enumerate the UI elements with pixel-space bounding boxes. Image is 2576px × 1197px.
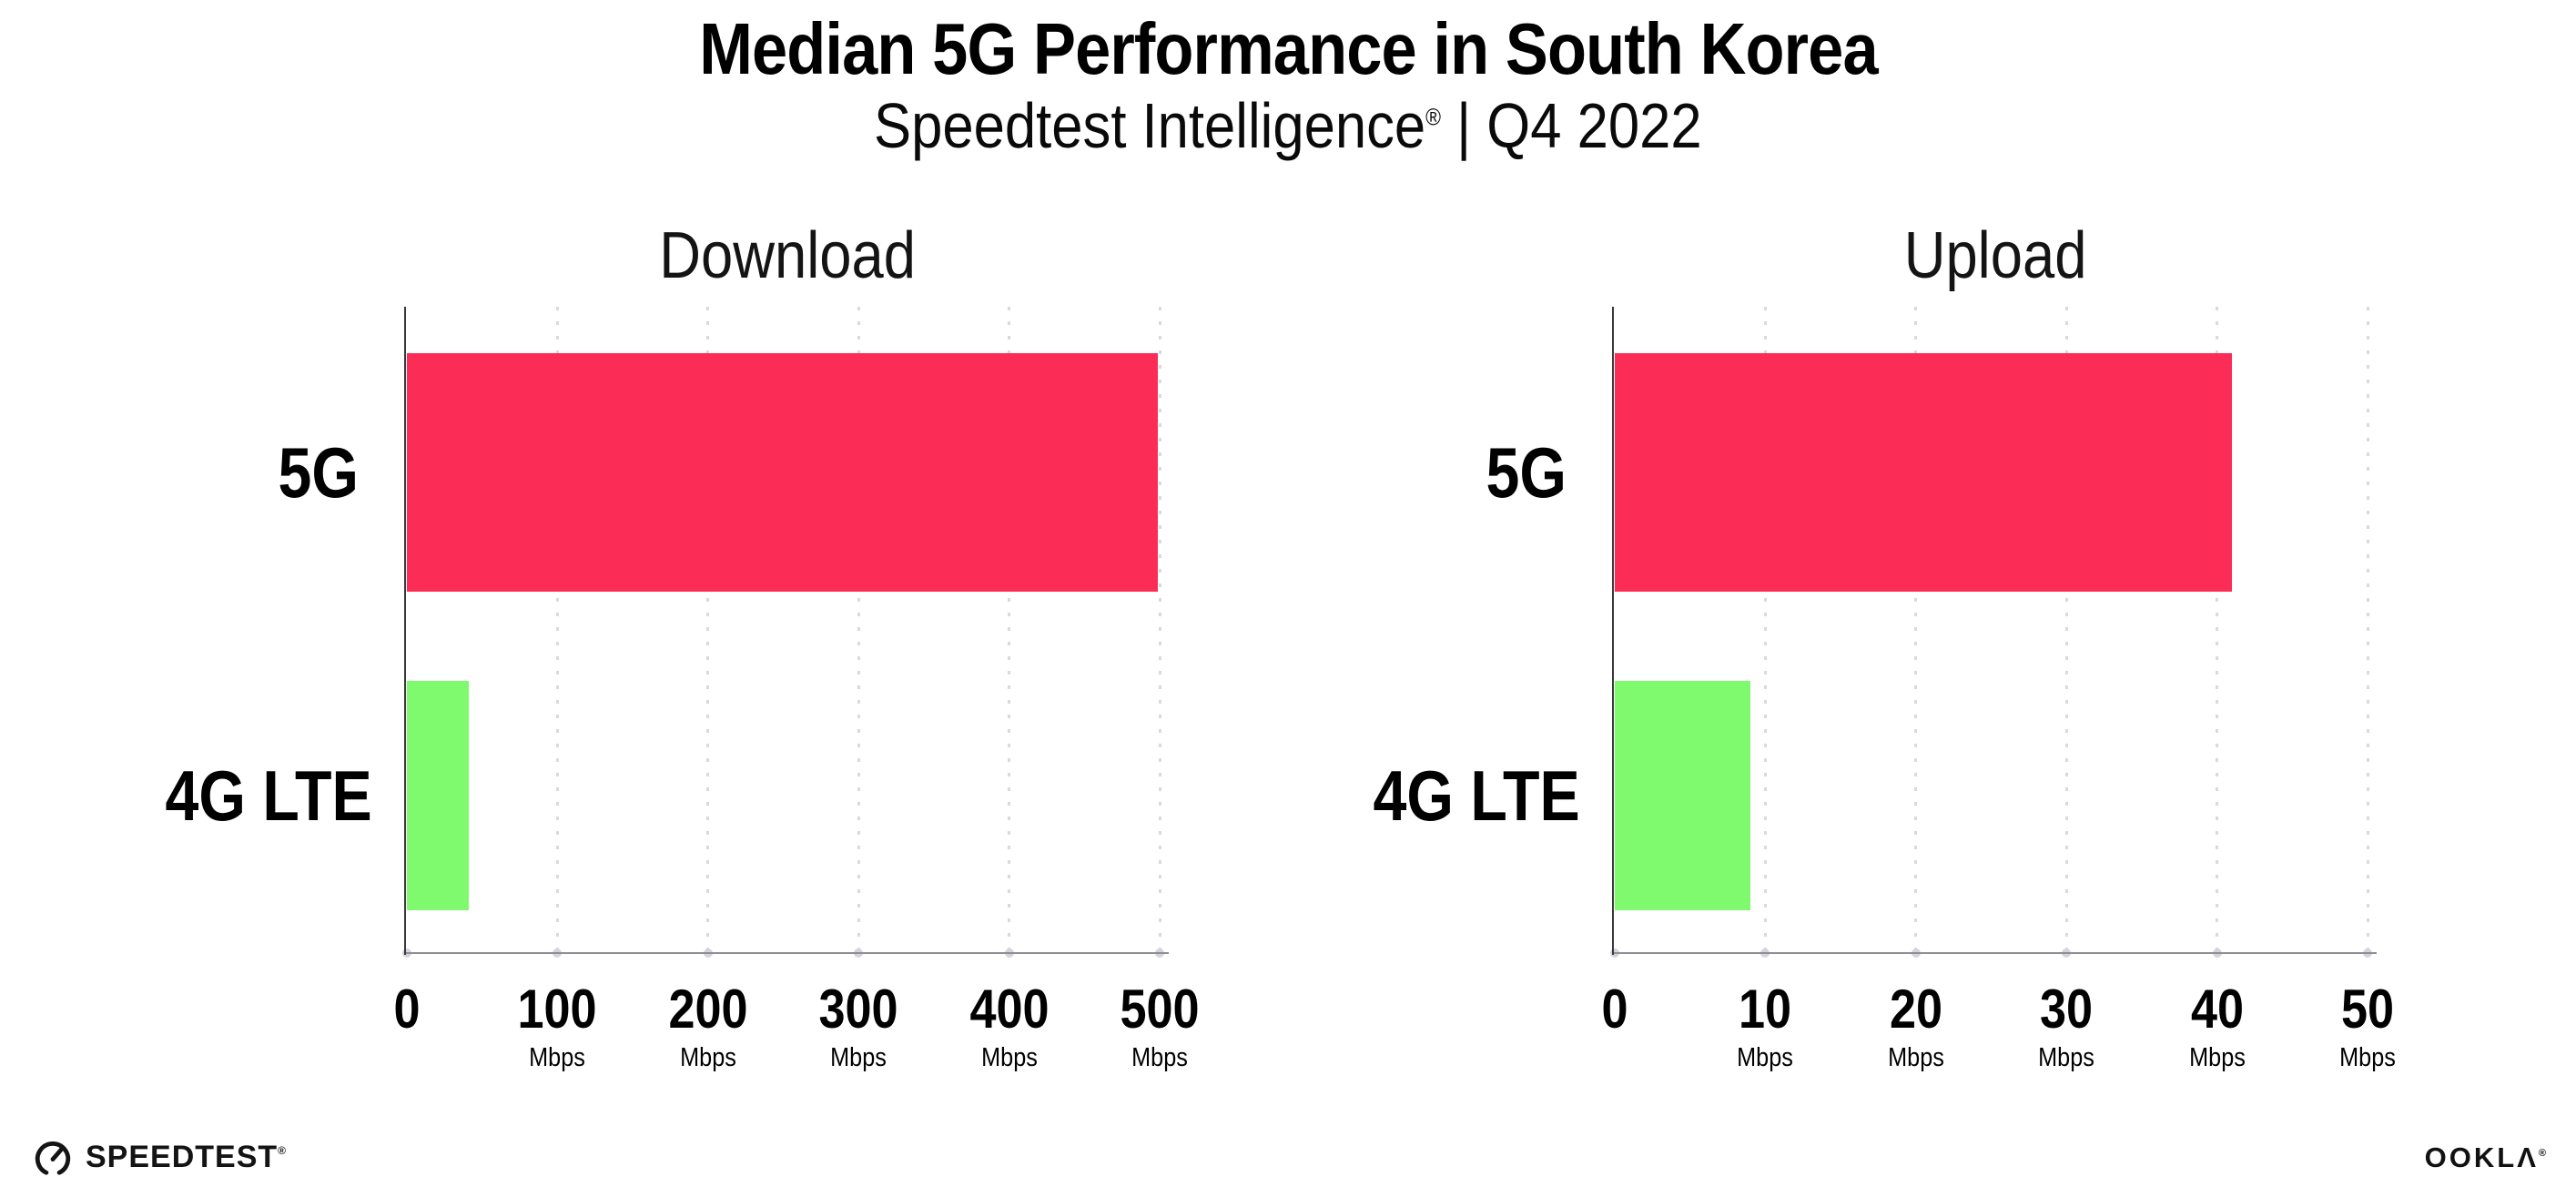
bar-5g	[1615, 353, 2232, 592]
gridline-200	[706, 307, 710, 952]
download-plot-area: 0 100 Mbps 200 Mbps 300 Mbps 400 Mbps 500 Mbps 5G 4G…	[166, 307, 1200, 1071]
upload-chart: Upload 0 10 Mbps 20 Mbps 30 Mbps 40 Mbps 50 Mbps 5G…	[1374, 219, 2396, 1071]
gridline-500	[1158, 307, 1161, 952]
y-axis-line	[1612, 307, 1614, 955]
speedtest-registered-mark: ®	[278, 1143, 288, 1157]
x-tick-value-10: 10	[1739, 979, 1792, 1040]
gridline-300	[857, 307, 860, 952]
x-tick-10: 10 Mbps	[1694, 979, 1837, 1072]
upload-plot-area: 0 10 Mbps 20 Mbps 30 Mbps 40 Mbps 50 Mbps 5G 4G LTE	[1374, 307, 2396, 1071]
gridline-100	[555, 307, 559, 952]
bar-4g-lte	[1615, 681, 1750, 910]
subtitle-period: | Q4 2022	[1441, 90, 1702, 161]
x-tick-unit-40: Mbps	[2188, 1043, 2246, 1072]
page-subtitle: Speedtest Intelligence® | Q4 2022	[0, 91, 2576, 161]
x-tick-unit-30: Mbps	[2038, 1043, 2095, 1072]
x-tick-unit-100: Mbps	[529, 1043, 586, 1072]
x-axis-line	[1612, 952, 2377, 954]
x-tick-50: 50 Mbps	[2297, 979, 2439, 1072]
registered-mark-icon: ®	[1425, 103, 1442, 131]
x-tick-unit-10: Mbps	[1737, 1043, 1794, 1072]
y-axis-line	[404, 307, 406, 955]
x-tick-unit-200: Mbps	[679, 1043, 736, 1072]
download-chart-title: Download	[659, 219, 917, 292]
subtitle-brand: Speedtest Intelligence	[874, 90, 1426, 161]
x-tick-20: 20 Mbps	[1844, 979, 1987, 1072]
speedtest-gauge-icon	[35, 1141, 71, 1175]
x-tick-value-400: 400	[969, 979, 1050, 1040]
page-title-text: Median 5G Performance in South Korea	[698, 8, 1878, 89]
x-tick-unit-400: Mbps	[980, 1043, 1038, 1072]
x-tick-400: 400 Mbps	[938, 979, 1080, 1072]
x-tick-0: 0	[1544, 980, 1687, 1039]
x-tick-30: 30 Mbps	[1995, 979, 2138, 1072]
x-tick-value-0: 0	[393, 979, 421, 1040]
page-subtitle-text: Speedtest Intelligence® | Q4 2022	[874, 91, 1702, 161]
x-tick-300: 300 Mbps	[787, 979, 930, 1072]
ookla-wordmark: OOKLΛ	[2424, 1141, 2539, 1173]
x-tick-value-200: 200	[668, 979, 748, 1040]
gridline-20	[1914, 307, 1918, 952]
x-tick-value-40: 40	[2190, 979, 2244, 1040]
category-label-4g-lte: 4G LTE	[1373, 756, 1580, 836]
x-tick-unit-500: Mbps	[1131, 1043, 1188, 1072]
x-tick-value-100: 100	[517, 979, 597, 1040]
ookla-registered-mark: ®	[2538, 1148, 2546, 1159]
bar-5g	[407, 353, 1158, 592]
ookla-logo: OOKLΛ®	[2425, 1141, 2546, 1174]
x-tick-unit-20: Mbps	[1887, 1043, 1944, 1072]
category-label-5g: 5G	[1486, 432, 1567, 512]
x-tick-value-0: 0	[1601, 979, 1628, 1040]
gridline-400	[1008, 307, 1011, 952]
x-tick-500: 500 Mbps	[1089, 979, 1232, 1072]
bar-4g-lte	[407, 681, 469, 910]
gridline-40	[2216, 307, 2219, 952]
x-tick-value-30: 30	[2040, 979, 2094, 1040]
x-tick-value-50: 50	[2340, 979, 2395, 1040]
download-chart: Download 0 100 Mbps 200 Mbps 300 Mbps 400 Mbps 50…	[166, 219, 1200, 1071]
x-tick-200: 200 Mbps	[636, 979, 779, 1072]
x-axis-line	[404, 952, 1169, 954]
x-tick-100: 100 Mbps	[486, 979, 629, 1072]
speedtest-wordmark: SPEEDTEST®	[86, 1139, 288, 1174]
x-tick-value-20: 20	[1889, 979, 1942, 1040]
gridline-50	[2366, 307, 2369, 952]
x-tick-40: 40 Mbps	[2145, 979, 2288, 1072]
gridline-10	[1763, 307, 1767, 952]
upload-chart-title: Upload	[1904, 219, 2087, 292]
page-title: Median 5G Performance in South Korea	[0, 11, 2576, 87]
category-label-4g-lte: 4G LTE	[165, 756, 372, 836]
x-tick-unit-50: Mbps	[2339, 1043, 2396, 1072]
category-label-5g: 5G	[278, 432, 359, 512]
x-tick-value-500: 500	[1120, 979, 1200, 1040]
x-tick-value-300: 300	[818, 979, 898, 1040]
x-tick-unit-300: Mbps	[830, 1043, 887, 1072]
speedtest-logo: SPEEDTEST®	[32, 1136, 287, 1178]
x-tick-0: 0	[336, 980, 479, 1039]
gridline-30	[2064, 307, 2068, 952]
